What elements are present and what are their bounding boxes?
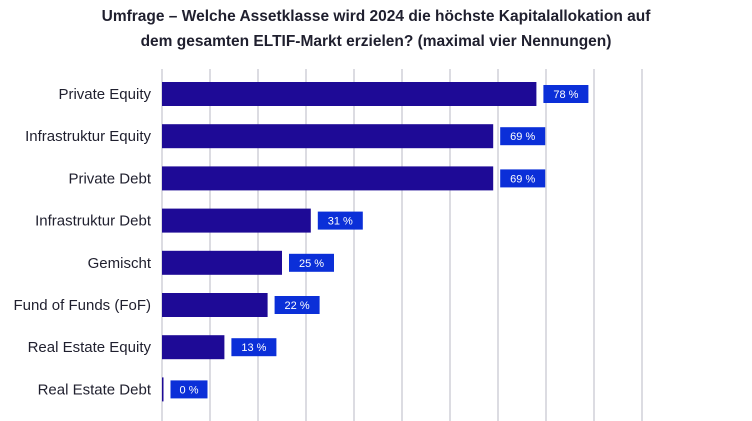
category-label: Infrastruktur Debt (35, 213, 152, 230)
chart-title-line-1: Umfrage – Welche Assetklasse wird 2024 d… (101, 8, 651, 25)
category-label: Private Equity (58, 86, 151, 103)
bar-real-estate-equity (162, 335, 225, 360)
value-label-box: 22 % (274, 296, 320, 314)
grid-lines (161, 69, 643, 421)
value-label: 69 % (510, 131, 535, 143)
value-label-box: 13 % (231, 338, 277, 357)
value-label-bg (274, 296, 320, 314)
chart-title: Umfrage – Welche Assetklasse wird 2024 d… (0, 4, 752, 54)
bar-real-estate-debt (162, 377, 164, 402)
value-label-bg (231, 338, 277, 357)
category-label: Gemischt (88, 255, 152, 272)
value-label-box: 31 % (317, 211, 363, 230)
value-label-bg (543, 85, 589, 103)
value-label-bg (289, 253, 334, 272)
value-label-box: 0 % (170, 380, 208, 399)
bar-infrastruktur-debt (162, 208, 311, 233)
category-labels: Private Equity Infrastruktur Equity Privat… (13, 86, 151, 398)
value-label: 78 % (553, 89, 578, 101)
value-label: 22 % (285, 300, 310, 312)
value-label-bg (500, 169, 546, 188)
value-label: 31 % (328, 216, 353, 228)
category-label: Private Debt (68, 170, 151, 187)
bars (162, 82, 537, 402)
value-labels: 78 % 69 % 69 % 31 % 25 % 22 % 13 % 0 % (170, 85, 589, 399)
category-label: Infrastruktur Equity (25, 128, 151, 145)
value-label: 69 % (510, 173, 535, 185)
category-label: Fund of Funds (FoF) (13, 297, 151, 314)
value-label-bg (500, 127, 546, 146)
value-label-box: 25 % (289, 253, 334, 272)
bar-private-debt (162, 166, 494, 191)
value-label-bg (317, 211, 363, 230)
bar-fund-of-funds-fof (162, 293, 268, 317)
bar-gemischt (162, 250, 282, 275)
category-label: Real Estate Debt (38, 381, 152, 398)
value-label-bg (170, 380, 208, 399)
chart-title-line-2: dem gesamten ELTIF-Markt erzielen? (maxi… (140, 33, 612, 50)
value-label: 25 % (299, 258, 324, 270)
category-label: Real Estate Equity (28, 339, 152, 356)
value-label-box: 69 % (500, 169, 546, 188)
bar-infrastruktur-equity (162, 124, 494, 149)
value-label-box: 78 % (543, 85, 589, 103)
value-label: 13 % (241, 342, 266, 354)
value-label-box: 69 % (500, 127, 546, 146)
value-label: 0 % (180, 384, 199, 396)
bar-private-equity (162, 82, 537, 106)
